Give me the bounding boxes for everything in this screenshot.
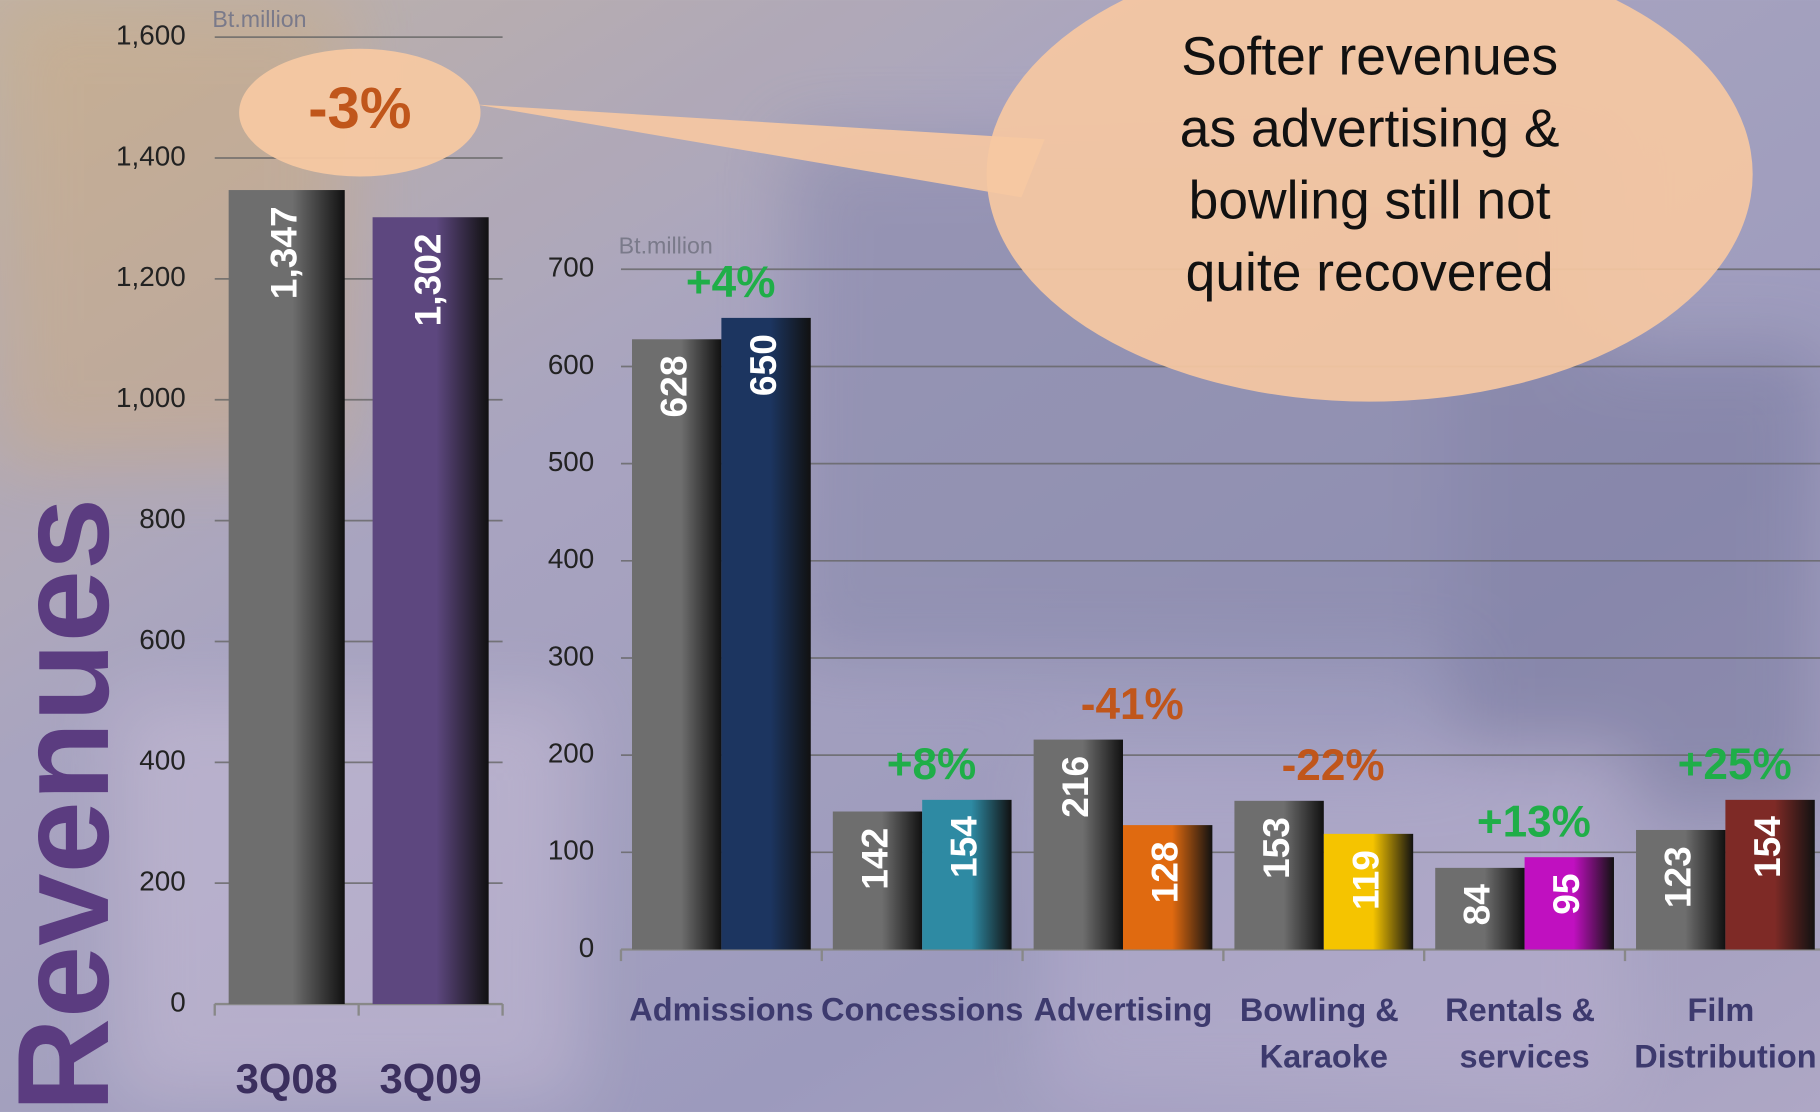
y-tick-label: 1,600: [116, 20, 186, 51]
bar: [632, 339, 722, 950]
bar: [1636, 829, 1726, 950]
y-tick-label: 700: [548, 252, 594, 283]
change-label: -41%: [1081, 680, 1184, 729]
bar: [1234, 800, 1324, 950]
callout-tail: [475, 104, 1045, 198]
bar: [228, 190, 345, 1005]
x-tick-label: Advertising: [1034, 992, 1213, 1028]
y-tick-label: 1,200: [116, 261, 186, 292]
callout-text: Softer revenues as advertising & bowling s…: [1180, 27, 1560, 302]
value-label: 128: [1143, 841, 1185, 903]
value-label: 142: [853, 828, 895, 890]
bar: [372, 217, 489, 1005]
bar: [1524, 857, 1614, 950]
unit-label: Bt.million: [619, 232, 713, 258]
unit-label: Bt.million: [212, 6, 306, 32]
callout-line: as advertising &: [1180, 99, 1560, 158]
value-label: 95: [1545, 873, 1587, 914]
value-label: 84: [1456, 884, 1498, 926]
y-tick-label: 0: [170, 986, 186, 1017]
y-tick-label: 400: [139, 745, 185, 776]
x-tick-label: Rentals & services: [1445, 992, 1604, 1074]
y-tick-label: 0: [579, 932, 595, 963]
y-tick-label: 300: [548, 640, 594, 671]
callout-line: bowling still not: [1189, 171, 1551, 230]
callout-bubble: [986, 0, 1753, 402]
value-label: 154: [943, 816, 985, 878]
y-tick-label: 200: [548, 738, 594, 769]
x-tick-label: 3Q09: [380, 1055, 482, 1102]
x-tick-label: Film Distribution: [1634, 992, 1816, 1074]
y-tick-label: 500: [548, 446, 594, 477]
x-tick-label: 3Q08: [236, 1055, 338, 1102]
value-label: 153: [1255, 817, 1297, 879]
slide-title: Revenues: [0, 498, 136, 1112]
callout-line: Softer revenues: [1181, 27, 1558, 86]
value-label: 1,302: [406, 233, 448, 326]
y-tick-label: 200: [139, 866, 185, 897]
y-tick-label: 800: [139, 503, 185, 534]
value-label: 119: [1344, 850, 1386, 910]
change-label: -22%: [1282, 741, 1385, 790]
value-label: 1,347: [263, 206, 305, 299]
value-label: 123: [1657, 846, 1699, 908]
bar: [1323, 833, 1414, 950]
bar: [1122, 825, 1213, 950]
charts: 0 200 400 600 800 1,000 1,200 1,400 1,600 Bt.mill…: [116, 6, 1820, 1102]
value-label: 650: [742, 334, 784, 396]
value-label: 154: [1746, 816, 1788, 878]
x-tick-label: Bowling & Karaoke: [1240, 992, 1408, 1074]
x-tick-label: Concessions: [821, 992, 1023, 1028]
x-tick-label: Admissions: [629, 992, 813, 1028]
callout-line: quite recovered: [1186, 243, 1554, 302]
annotation: -3%: [308, 76, 411, 141]
y-tick-label: 400: [548, 543, 594, 574]
change-label: +8%: [887, 740, 976, 789]
bar: [1725, 799, 1815, 950]
y-tick-label: 600: [548, 349, 594, 380]
bar: [922, 799, 1012, 950]
change-label: +25%: [1678, 740, 1792, 789]
y-tick-label: 1,400: [116, 140, 186, 171]
y-tick-label: 600: [139, 624, 185, 655]
change-label: +4%: [686, 258, 775, 307]
bar: [1435, 867, 1525, 950]
change-label: +13%: [1477, 797, 1591, 846]
y-tick-label: 100: [548, 835, 594, 866]
bar: [832, 811, 923, 950]
bar: [721, 317, 811, 950]
value-label: 216: [1054, 756, 1096, 818]
bar: [1033, 739, 1123, 950]
annotation-bubble: [239, 48, 481, 177]
y-tick-label: 1,000: [116, 382, 186, 413]
value-label: 628: [653, 356, 695, 418]
